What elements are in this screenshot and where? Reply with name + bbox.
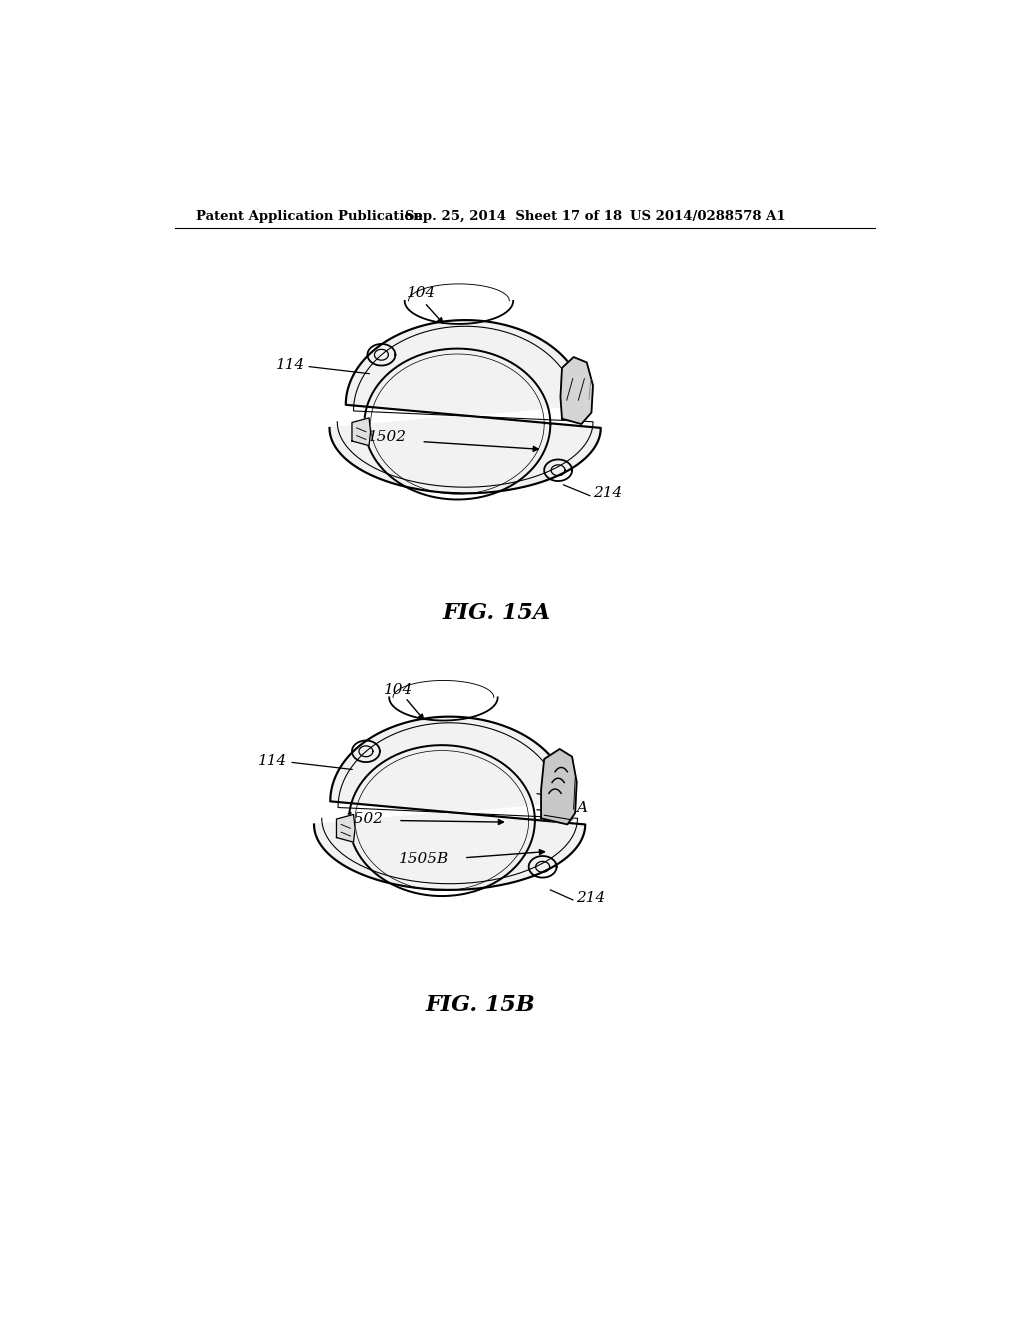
Polygon shape xyxy=(337,814,355,842)
Polygon shape xyxy=(352,418,371,446)
Text: 104: 104 xyxy=(407,286,436,300)
Text: Sep. 25, 2014  Sheet 17 of 18: Sep. 25, 2014 Sheet 17 of 18 xyxy=(406,210,623,223)
Text: 104: 104 xyxy=(384,682,413,697)
Text: 1503: 1503 xyxy=(539,784,578,799)
Text: 114: 114 xyxy=(258,754,288,767)
Text: 1502: 1502 xyxy=(368,430,407,444)
Text: 114: 114 xyxy=(275,358,305,372)
Text: 1505B: 1505B xyxy=(399,853,450,866)
Text: 214: 214 xyxy=(593,486,623,500)
Text: Patent Application Publication: Patent Application Publication xyxy=(197,210,423,223)
Text: 214: 214 xyxy=(575,891,605,904)
Polygon shape xyxy=(560,358,593,424)
Text: 1502: 1502 xyxy=(345,812,384,826)
Polygon shape xyxy=(314,717,586,890)
Text: FIG. 15A: FIG. 15A xyxy=(442,602,550,624)
Text: FIG. 15B: FIG. 15B xyxy=(426,994,536,1016)
Text: 1505A: 1505A xyxy=(539,800,589,814)
Polygon shape xyxy=(541,748,577,825)
Text: US 2014/0288578 A1: US 2014/0288578 A1 xyxy=(630,210,785,223)
Polygon shape xyxy=(330,321,601,494)
